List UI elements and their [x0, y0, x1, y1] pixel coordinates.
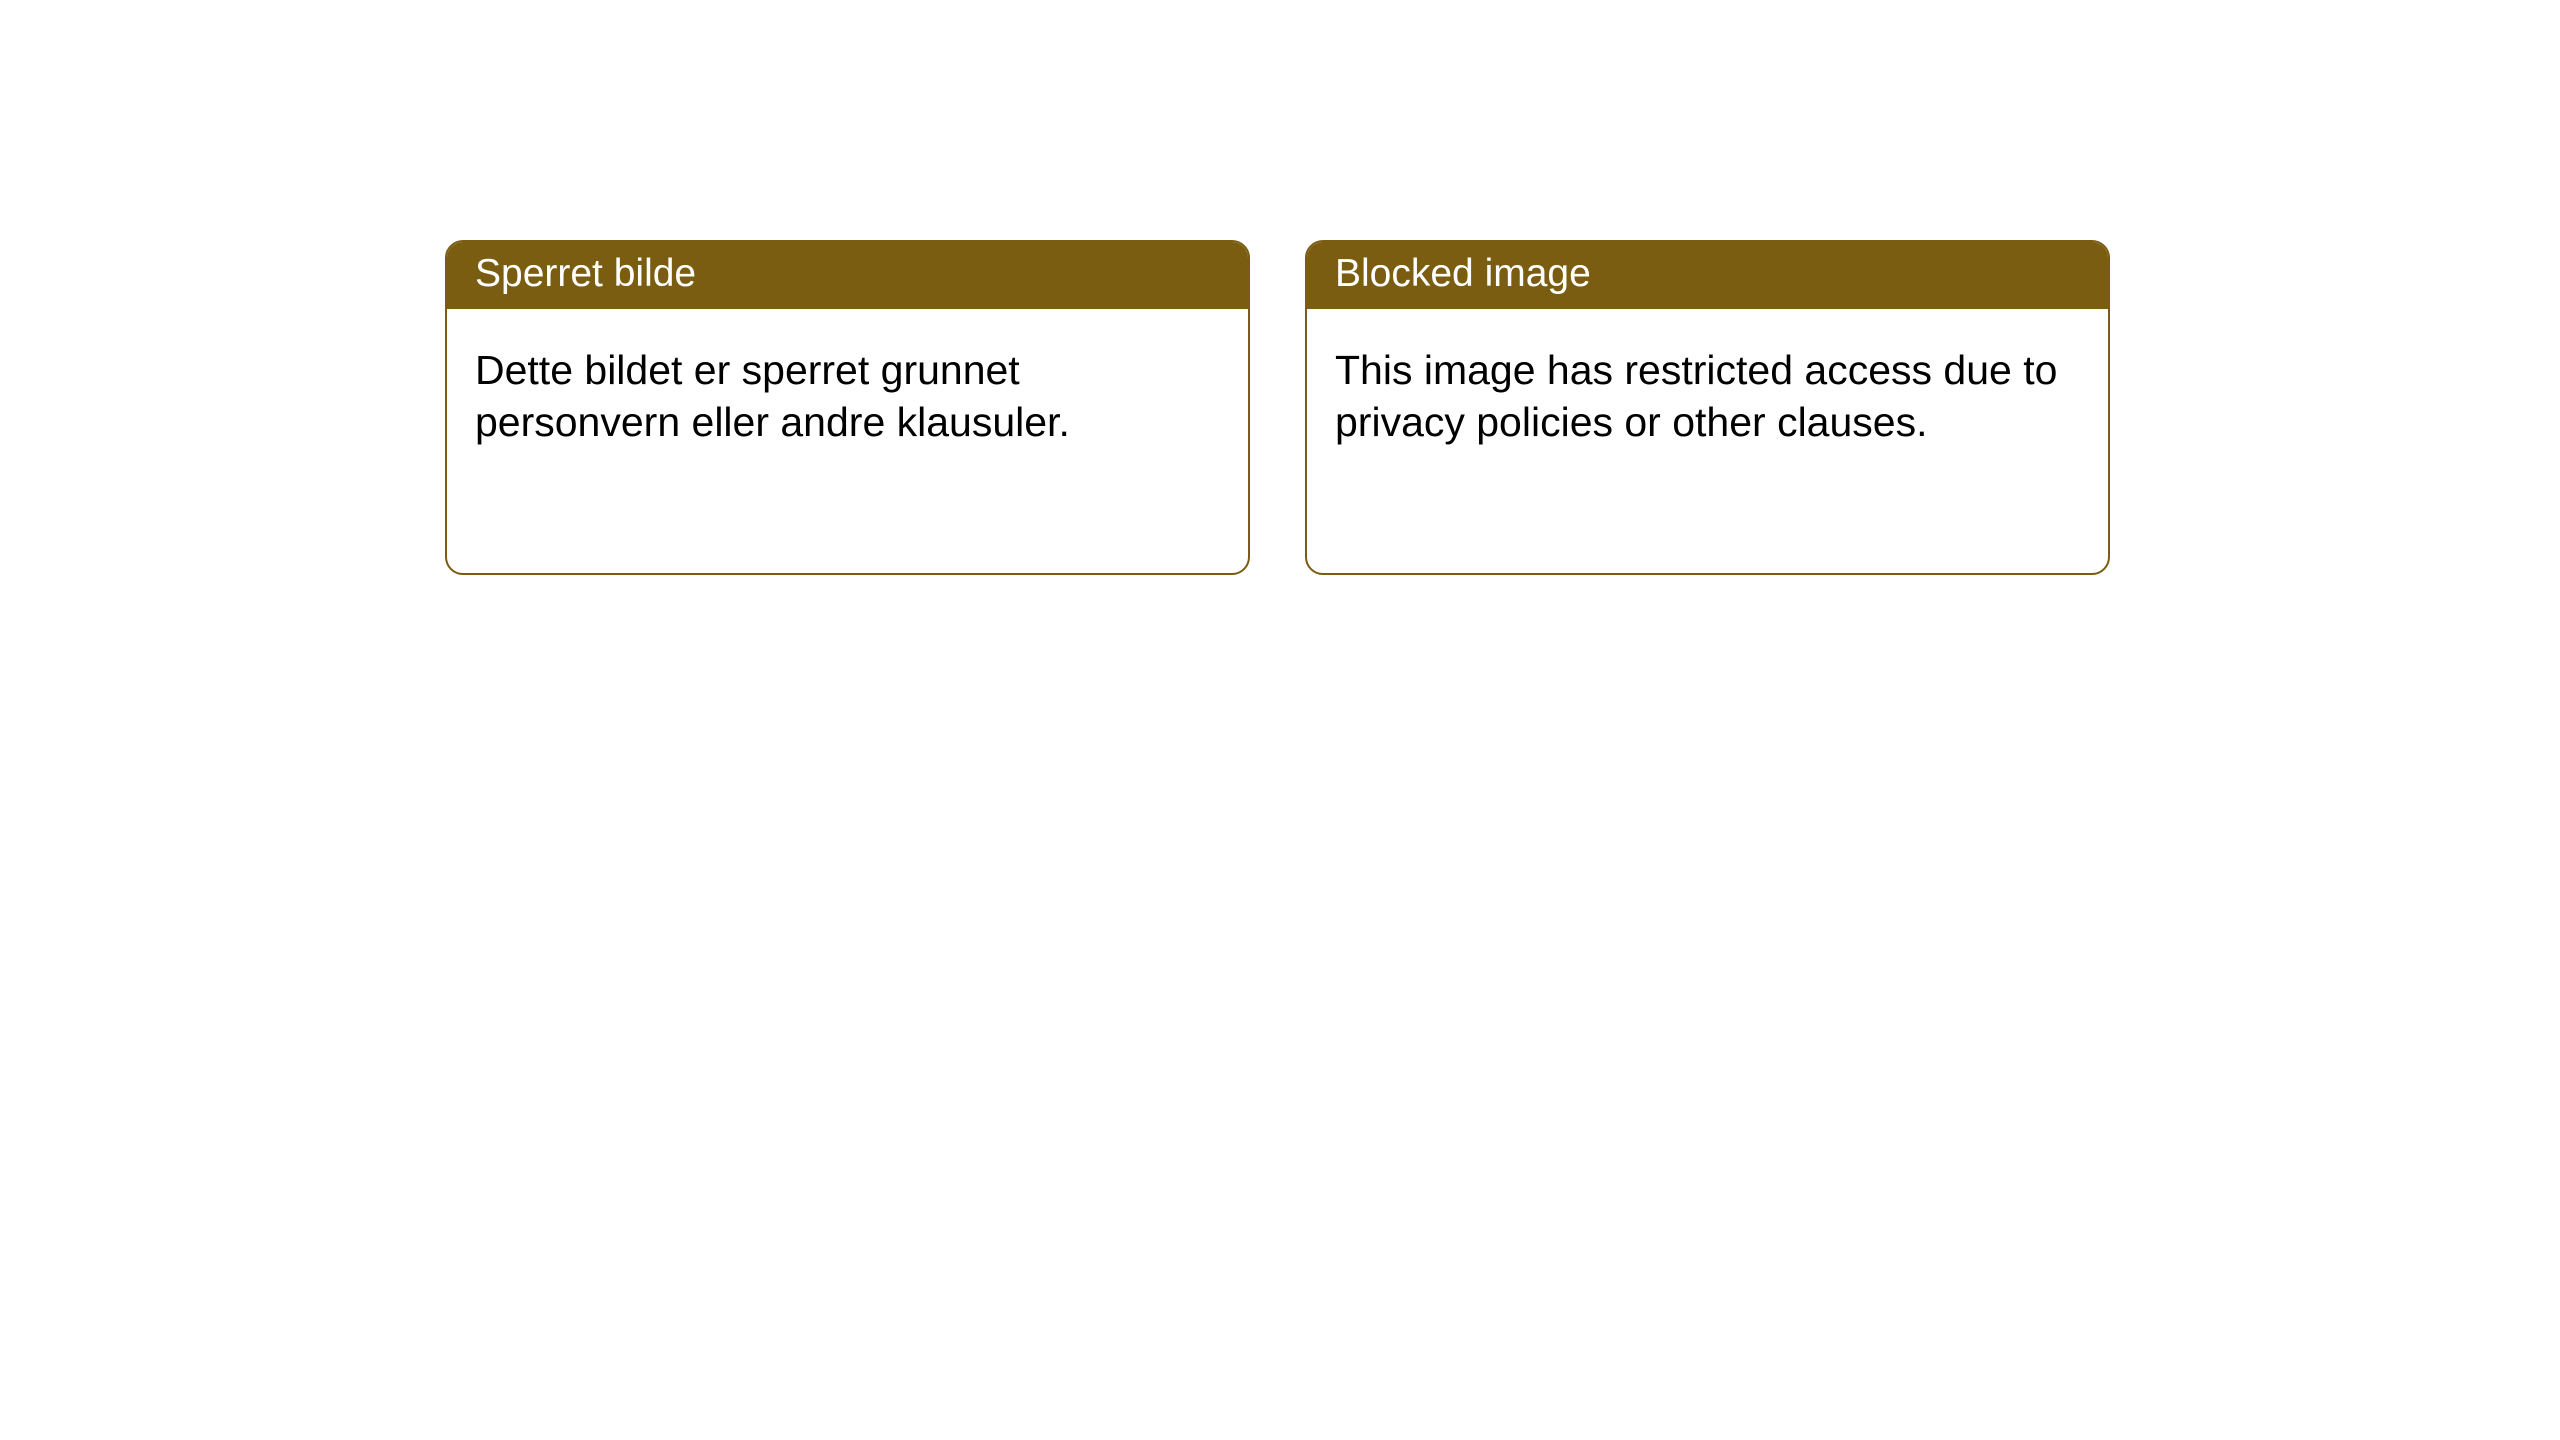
notice-card-body-text: This image has restricted access due to …	[1335, 347, 2057, 445]
notice-card-norwegian: Sperret bilde Dette bildet er sperret gr…	[445, 240, 1250, 575]
notice-card-header: Sperret bilde	[447, 242, 1248, 309]
notice-card-header: Blocked image	[1307, 242, 2108, 309]
notice-card-body: This image has restricted access due to …	[1307, 309, 2108, 477]
notice-card-english: Blocked image This image has restricted …	[1305, 240, 2110, 575]
notice-card-title: Sperret bilde	[475, 252, 696, 295]
notice-cards-container: Sperret bilde Dette bildet er sperret gr…	[0, 0, 2560, 575]
notice-card-body-text: Dette bildet er sperret grunnet personve…	[475, 347, 1070, 445]
notice-card-body: Dette bildet er sperret grunnet personve…	[447, 309, 1248, 477]
notice-card-title: Blocked image	[1335, 252, 1591, 295]
